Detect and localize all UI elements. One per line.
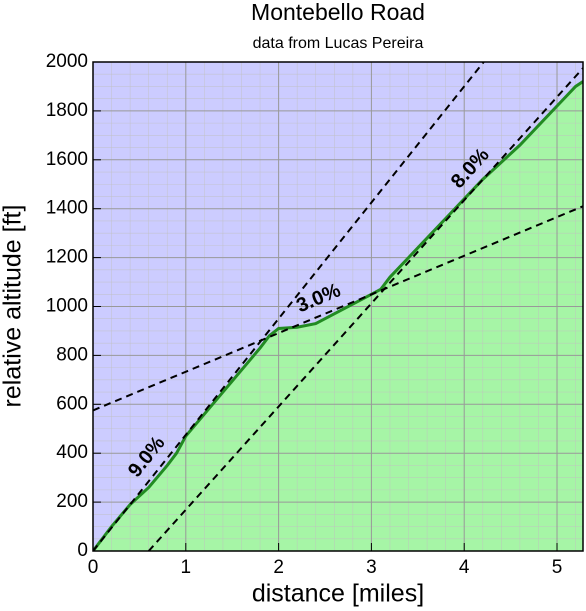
- y-tick-label: 1600: [46, 149, 88, 170]
- y-tick-label: 0: [77, 540, 88, 561]
- y-tick-label: 1000: [46, 296, 88, 317]
- y-tick-label: 400: [56, 442, 88, 463]
- altitude-line: [93, 80, 583, 551]
- y-tick-label: 1800: [46, 100, 88, 121]
- y-tick-label: 2000: [46, 51, 88, 72]
- chart-title: Montebello Road: [251, 0, 425, 25]
- reference-line: [93, 62, 485, 551]
- reference-line: [93, 205, 583, 412]
- chart-subtitle: data from Lucas Pereira: [253, 35, 424, 52]
- y-tick-label: 200: [56, 491, 88, 512]
- y-tick-label: 800: [56, 344, 88, 365]
- x-tick-label: 1: [181, 557, 192, 578]
- y-tick-label: 1400: [46, 198, 88, 219]
- plot-frame: [92, 61, 584, 552]
- x-axis-label: distance [miles]: [252, 580, 424, 608]
- x-tick-label: 3: [366, 557, 377, 578]
- y-tick-label: 1200: [46, 247, 88, 268]
- x-tick-label: 5: [552, 557, 563, 578]
- y-axis-label: relative altitude [ft]: [0, 205, 27, 408]
- reference-line: [147, 67, 583, 551]
- x-tick-label: 2: [273, 557, 284, 578]
- area-fill: [93, 81, 583, 551]
- x-tick-label: 0: [88, 557, 99, 578]
- y-tick-label: 600: [56, 393, 88, 414]
- x-tick-label: 4: [459, 557, 470, 578]
